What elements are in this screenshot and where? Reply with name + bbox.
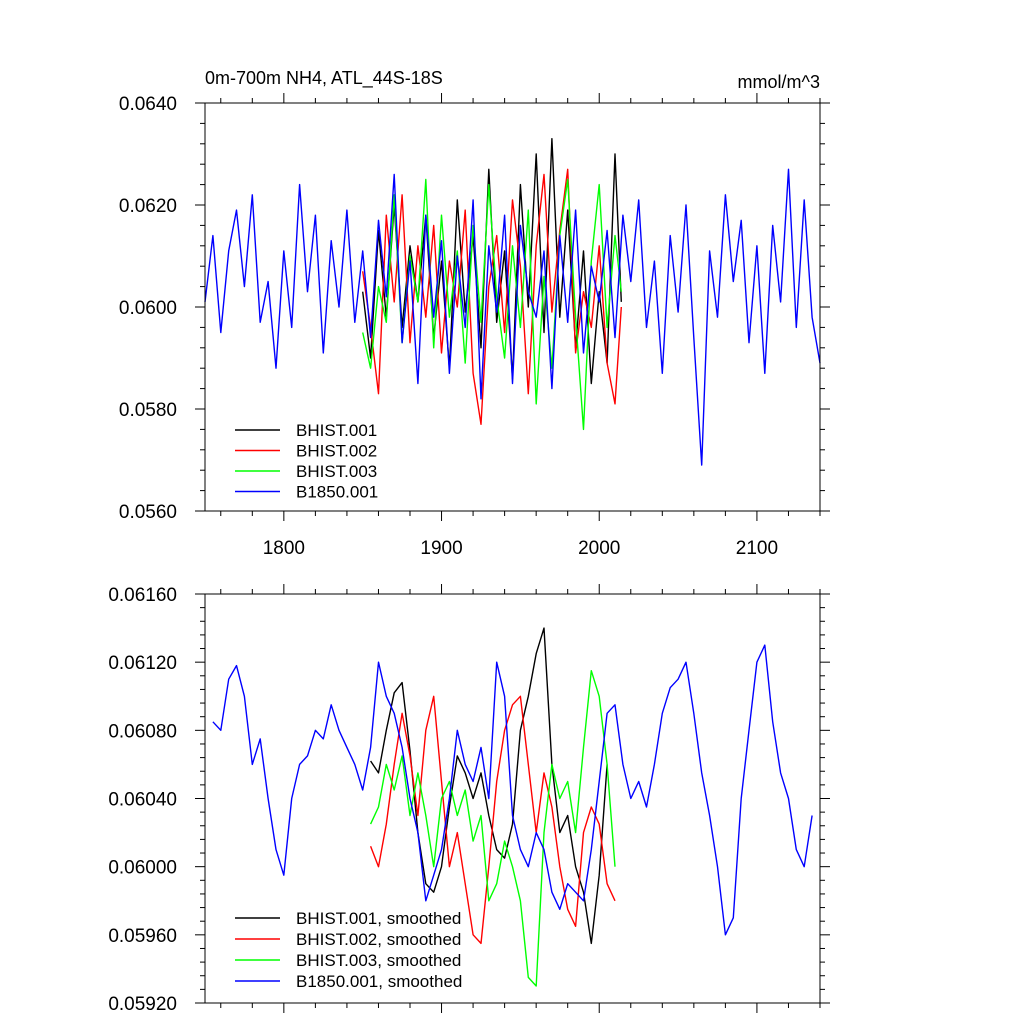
series-line-2: [369, 670, 616, 987]
legend-label: BHIST.003: [296, 462, 377, 481]
top-panel: 0m-700m NH4, ATL_44S-18S mmol/m^3 1800 19…: [119, 68, 830, 559]
bottom-plot-area: 0.05920 0.05960 0.06000 0.06040 0.06080 0.061…: [108, 584, 830, 1015]
y-tick-label: 0.06000: [108, 858, 177, 879]
y-tick-label: 0.06160: [108, 585, 177, 606]
y-tick-label: 0.06040: [108, 790, 177, 811]
top-plot-area: 1800 1900 2000 2100 0.0560 0.0580 0.0600 0.0620…: [119, 93, 830, 559]
y-tick-label: 0.0640: [119, 94, 177, 115]
y-tick-label: 0.05960: [108, 926, 177, 947]
y-tick-label: 0.05920: [108, 994, 177, 1015]
legend-label: BHIST.001, smoothed: [296, 909, 461, 928]
x-tick-label: 2000: [578, 538, 620, 559]
x-tick-label: 2100: [736, 538, 778, 559]
legend-label: B1850.001: [296, 483, 378, 502]
bottom-panel: 0.05920 0.05960 0.06000 0.06040 0.06080 0.061…: [108, 584, 830, 1015]
legend-label: B1850.001, smoothed: [296, 972, 462, 991]
series-line-3: [212, 644, 813, 936]
series-line-3: [204, 168, 821, 466]
legend-label: BHIST.002, smoothed: [296, 930, 461, 949]
series-line-1: [369, 695, 616, 945]
x-tick-label: 1800: [263, 538, 305, 559]
y-tick-label: 0.0560: [119, 502, 177, 523]
legend-label: BHIST.003, smoothed: [296, 951, 461, 970]
y-tick-label: 0.0620: [119, 196, 177, 217]
y-tick-label: 0.06120: [108, 653, 177, 674]
legend-label: BHIST.002: [296, 442, 377, 461]
y-tick-label: 0.06080: [108, 721, 177, 742]
units-label: mmol/m^3: [738, 72, 820, 92]
series-line-0: [370, 627, 608, 945]
chart-title: 0m-700m NH4, ATL_44S-18S: [205, 68, 443, 89]
y-tick-label: 0.0580: [119, 400, 177, 421]
x-tick-label: 1900: [420, 538, 462, 559]
legend-label: BHIST.001: [296, 421, 377, 440]
series-line-1: [362, 168, 622, 425]
y-tick-label: 0.0600: [119, 298, 177, 319]
legend: BHIST.001, smoothed BHIST.002, smoothed BH…: [235, 909, 462, 991]
